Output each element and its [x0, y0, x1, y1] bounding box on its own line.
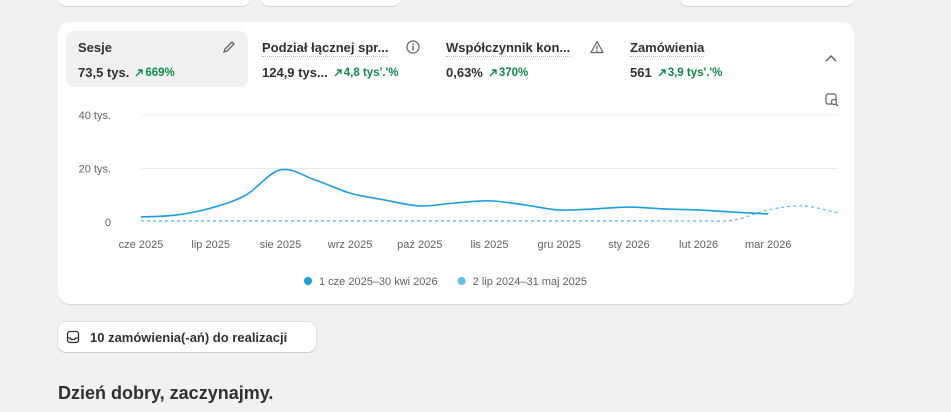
series-line	[140, 205, 839, 222]
metric-value: 73,5 tys.	[78, 65, 130, 80]
x-tick-label: lis 2025	[471, 239, 509, 251]
metric-label: Zamówienia	[630, 40, 705, 57]
line-chart: 0 20 tys. 40 tys. cze 2025 lip 2025 sie 2025 w…	[79, 110, 839, 288]
metric-tab[interactable]: Sesje 73,5 tys. 669%	[66, 31, 248, 87]
x-tick-label: wrz 2025	[327, 239, 373, 251]
legend-label: 1 cze 2025–30 kwi 2026	[319, 276, 438, 288]
legend-dot	[457, 277, 466, 285]
metric-tab[interactable]: Współczynnik kon... 0,63% 370%	[434, 31, 616, 87]
y-tick-label: 20 tys.	[79, 164, 111, 176]
x-tick-label: sty 2026	[608, 239, 650, 251]
inbox-icon	[66, 330, 80, 344]
y-tick-label: 0	[105, 217, 111, 229]
metric-value-row: 124,9 tys... 4,8 tys'.'%	[262, 65, 398, 80]
metric-change-text: 4,8 tys'.'%	[343, 66, 399, 79]
metric-label: Sesje	[78, 40, 112, 55]
x-tick-label: mar 2026	[745, 239, 791, 251]
greeting: Dzień dobry, zaczynajmy.	[58, 383, 274, 403]
metric-change-text: 370%	[498, 66, 529, 79]
metric-value: 0,63%	[446, 65, 483, 80]
metric-value: 561	[630, 65, 652, 80]
series-line	[140, 168, 769, 218]
info-icon[interactable]	[406, 40, 420, 54]
metric-tab[interactable]: Zamówienia 561 3,9 tys'.'%	[618, 31, 800, 87]
top-button[interactable]	[680, 0, 854, 6]
metric-change: 4,8 tys'.'%	[334, 66, 399, 79]
metric-label: Podział łącznej spr...	[262, 40, 389, 57]
collapse-icon[interactable]	[824, 53, 838, 63]
metric-change: 370%	[489, 67, 528, 79]
metric-change: 3,9 tys'.'%	[658, 66, 723, 79]
x-tick-label: paź 2025	[397, 239, 442, 251]
metric-value-row: 561 3,9 tys'.'%	[630, 65, 722, 80]
metric-value: 124,9 tys...	[262, 65, 328, 80]
legend-dot	[304, 277, 312, 285]
metric-label: Współczynnik kon...	[446, 40, 571, 57]
x-tick-label: gru 2025	[537, 239, 580, 251]
metric-change-text: 669%	[145, 66, 175, 79]
x-tick-label: cze 2025	[119, 239, 164, 251]
metric-tab[interactable]: Podział łącznej spr... 124,9 tys... 4,8 t…	[250, 31, 432, 87]
x-tick-label: lut 2026	[679, 239, 718, 251]
x-tick-label: sie 2025	[260, 239, 302, 251]
x-tick-label: lip 2025	[191, 239, 230, 251]
metric-change: 669%	[135, 66, 175, 79]
top-button[interactable]	[261, 0, 401, 6]
legend-label: 2 lip 2024–31 maj 2025	[473, 276, 587, 288]
y-tick-label: 40 tys.	[79, 110, 111, 122]
orders-button-text: 10 zamówienia(-ań) do realizacji	[90, 329, 288, 345]
metric-change-text: 3,9 tys'.'%	[667, 66, 723, 79]
edit-icon[interactable]	[222, 40, 236, 54]
warning-icon[interactable]	[590, 40, 604, 54]
chart-options-icon[interactable]	[825, 93, 839, 107]
orders-button[interactable]: 10 zamówienia(-ań) do realizacji	[58, 322, 316, 352]
top-button[interactable]	[58, 0, 250, 6]
metric-value-row: 73,5 tys. 669%	[78, 65, 175, 80]
metric-value-row: 0,63% 370%	[446, 65, 528, 80]
